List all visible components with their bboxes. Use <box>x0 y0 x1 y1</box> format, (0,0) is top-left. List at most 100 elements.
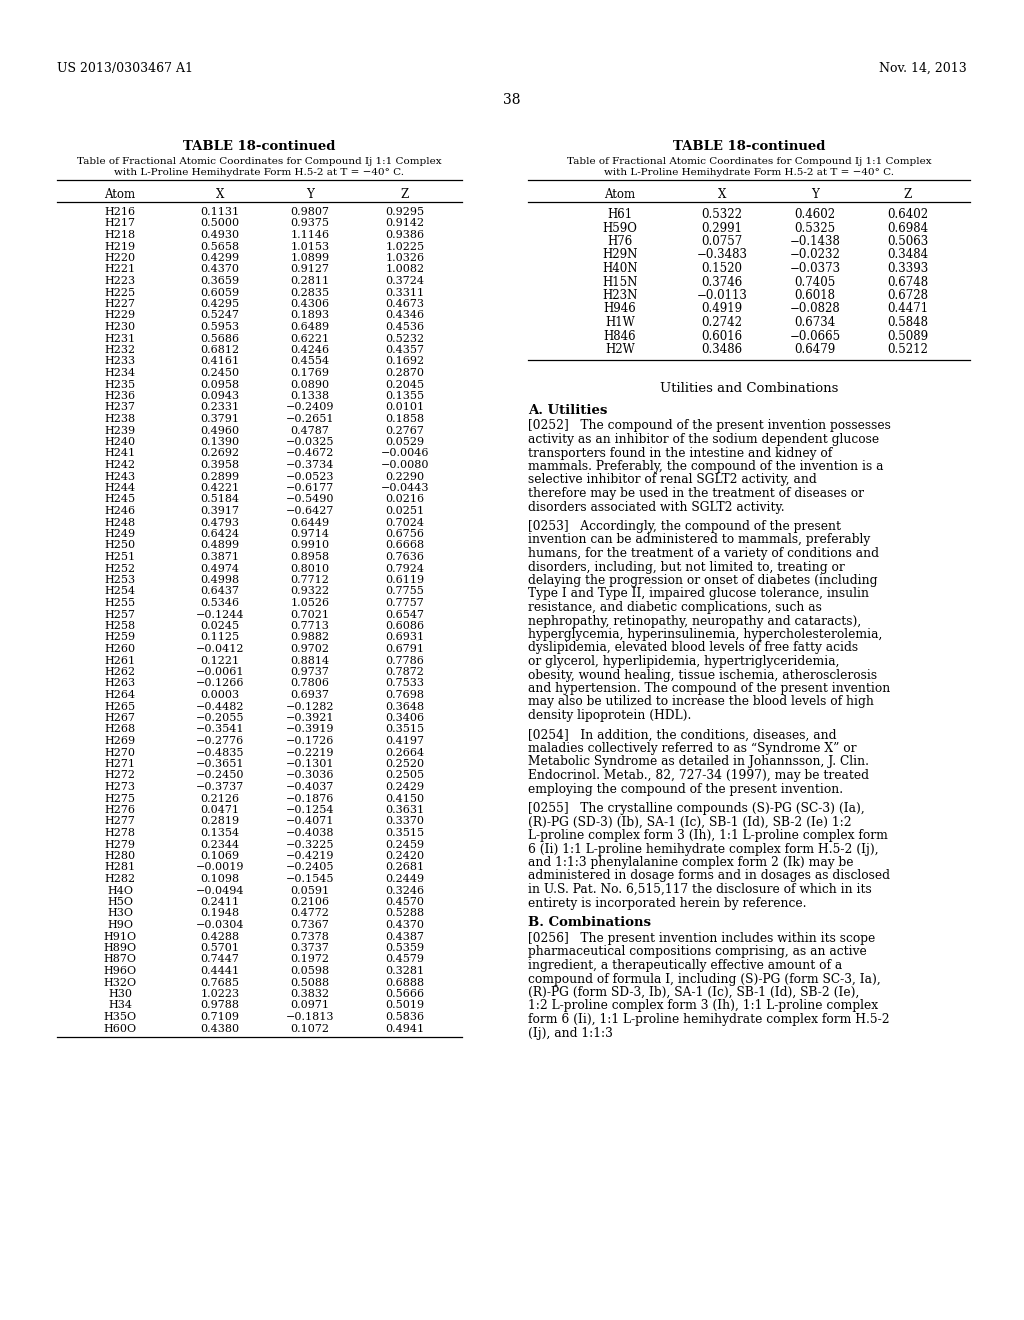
Text: 1.0153: 1.0153 <box>291 242 330 252</box>
Text: Z: Z <box>400 187 410 201</box>
Text: 0.9910: 0.9910 <box>291 540 330 550</box>
Text: 0.3724: 0.3724 <box>385 276 425 286</box>
Text: 0.7924: 0.7924 <box>385 564 425 573</box>
Text: 0.9386: 0.9386 <box>385 230 425 240</box>
Text: 0.3659: 0.3659 <box>201 276 240 286</box>
Text: H281: H281 <box>104 862 135 873</box>
Text: H264: H264 <box>104 690 135 700</box>
Text: 0.4197: 0.4197 <box>385 737 425 746</box>
Text: 0.7636: 0.7636 <box>385 552 425 562</box>
Text: 0.4221: 0.4221 <box>201 483 240 492</box>
Text: 0.9375: 0.9375 <box>291 219 330 228</box>
Text: 38: 38 <box>503 92 521 107</box>
Text: 0.3311: 0.3311 <box>385 288 425 297</box>
Text: 0.7109: 0.7109 <box>201 1012 240 1022</box>
Text: H59O: H59O <box>602 222 637 235</box>
Text: H30: H30 <box>108 989 132 999</box>
Text: 0.5346: 0.5346 <box>201 598 240 609</box>
Text: 0.4536: 0.4536 <box>385 322 425 333</box>
Text: 0.4161: 0.4161 <box>201 356 240 367</box>
Text: −0.4038: −0.4038 <box>286 828 334 838</box>
Text: H846: H846 <box>604 330 636 342</box>
Text: 0.4899: 0.4899 <box>201 540 240 550</box>
Text: 0.4295: 0.4295 <box>201 300 240 309</box>
Text: therefore may be used in the treatment of diseases or: therefore may be used in the treatment o… <box>528 487 864 500</box>
Text: 0.5953: 0.5953 <box>201 322 240 333</box>
Text: −0.2651: −0.2651 <box>286 414 334 424</box>
Text: TABLE 18-continued: TABLE 18-continued <box>673 140 825 153</box>
Text: 0.4288: 0.4288 <box>201 932 240 941</box>
Text: 0.4370: 0.4370 <box>385 920 425 931</box>
Text: TABLE 18-continued: TABLE 18-continued <box>183 140 336 153</box>
Text: may also be utilized to increase the blood levels of high: may also be utilized to increase the blo… <box>528 696 873 709</box>
Text: H230: H230 <box>104 322 135 333</box>
Text: H220: H220 <box>104 253 135 263</box>
Text: H255: H255 <box>104 598 135 609</box>
Text: form 6 (Ii), 1:1 L-proline hemihydrate complex form H.5-2: form 6 (Ii), 1:1 L-proline hemihydrate c… <box>528 1012 890 1026</box>
Text: 0.7712: 0.7712 <box>291 576 330 585</box>
Text: resistance, and diabetic complications, such as: resistance, and diabetic complications, … <box>528 601 822 614</box>
Text: H227: H227 <box>104 300 135 309</box>
Text: 0.2290: 0.2290 <box>385 471 425 482</box>
Text: 0.5325: 0.5325 <box>795 222 836 235</box>
Text: 0.3737: 0.3737 <box>291 942 330 953</box>
Text: 0.4673: 0.4673 <box>385 300 425 309</box>
Text: ingredient, a therapeutically effective amount of a: ingredient, a therapeutically effective … <box>528 960 843 972</box>
Text: H35O: H35O <box>103 1012 136 1022</box>
Text: 0.4150: 0.4150 <box>385 793 425 804</box>
Text: compound of formula I, including (S)-PG (form SC-3, Ia),: compound of formula I, including (S)-PG … <box>528 973 881 986</box>
Text: 0.6888: 0.6888 <box>385 978 425 987</box>
Text: H275: H275 <box>104 793 135 804</box>
Text: H96O: H96O <box>103 966 136 975</box>
Text: 0.1893: 0.1893 <box>291 310 330 321</box>
Text: 0.0598: 0.0598 <box>291 966 330 975</box>
Text: 0.4974: 0.4974 <box>201 564 240 573</box>
Text: 0.7755: 0.7755 <box>386 586 424 597</box>
Text: H946: H946 <box>603 302 636 315</box>
Text: 0.2411: 0.2411 <box>201 898 240 907</box>
Text: H40N: H40N <box>602 261 638 275</box>
Text: 0.6059: 0.6059 <box>201 288 240 297</box>
Text: 0.4299: 0.4299 <box>201 253 240 263</box>
Text: with L-Proline Hemihydrate Form H.5-2 at T = −40° C.: with L-Proline Hemihydrate Form H.5-2 at… <box>115 168 404 177</box>
Text: 0.0890: 0.0890 <box>291 380 330 389</box>
Text: H252: H252 <box>104 564 135 573</box>
Text: −0.1545: −0.1545 <box>286 874 334 884</box>
Text: H236: H236 <box>104 391 135 401</box>
Text: 0.7872: 0.7872 <box>386 667 424 677</box>
Text: −0.0665: −0.0665 <box>790 330 841 342</box>
Text: 0.6437: 0.6437 <box>201 586 240 597</box>
Text: 0.4471: 0.4471 <box>888 302 929 315</box>
Text: −0.1813: −0.1813 <box>286 1012 334 1022</box>
Text: 0.1858: 0.1858 <box>385 414 425 424</box>
Text: 0.5288: 0.5288 <box>385 908 425 919</box>
Text: 0.4570: 0.4570 <box>385 898 425 907</box>
Text: −0.1254: −0.1254 <box>286 805 334 814</box>
Text: H257: H257 <box>104 610 135 619</box>
Text: 0.0003: 0.0003 <box>201 690 240 700</box>
Text: 0.2991: 0.2991 <box>701 222 742 235</box>
Text: H239: H239 <box>104 425 135 436</box>
Text: −0.2055: −0.2055 <box>196 713 245 723</box>
Text: 0.1355: 0.1355 <box>385 391 425 401</box>
Text: H219: H219 <box>104 242 135 252</box>
Text: 0.6734: 0.6734 <box>795 315 836 329</box>
Text: −0.4835: −0.4835 <box>196 747 245 758</box>
Text: H282: H282 <box>104 874 135 884</box>
Text: H265: H265 <box>104 701 135 711</box>
Text: 0.4387: 0.4387 <box>385 932 425 941</box>
Text: 0.2449: 0.2449 <box>385 874 425 884</box>
Text: 0.3791: 0.3791 <box>201 414 240 424</box>
Text: −0.4219: −0.4219 <box>286 851 334 861</box>
Text: 0.5088: 0.5088 <box>291 978 330 987</box>
Text: H2W: H2W <box>605 343 635 356</box>
Text: H267: H267 <box>104 713 135 723</box>
Text: 0.7786: 0.7786 <box>386 656 424 665</box>
Text: 0.4919: 0.4919 <box>701 302 742 315</box>
Text: 0.4554: 0.4554 <box>291 356 330 367</box>
Text: disorders, including, but not limited to, treating or: disorders, including, but not limited to… <box>528 561 845 573</box>
Text: 0.5247: 0.5247 <box>201 310 240 321</box>
Text: 0.2450: 0.2450 <box>201 368 240 378</box>
Text: 0.6937: 0.6937 <box>291 690 330 700</box>
Text: 0.7685: 0.7685 <box>201 978 240 987</box>
